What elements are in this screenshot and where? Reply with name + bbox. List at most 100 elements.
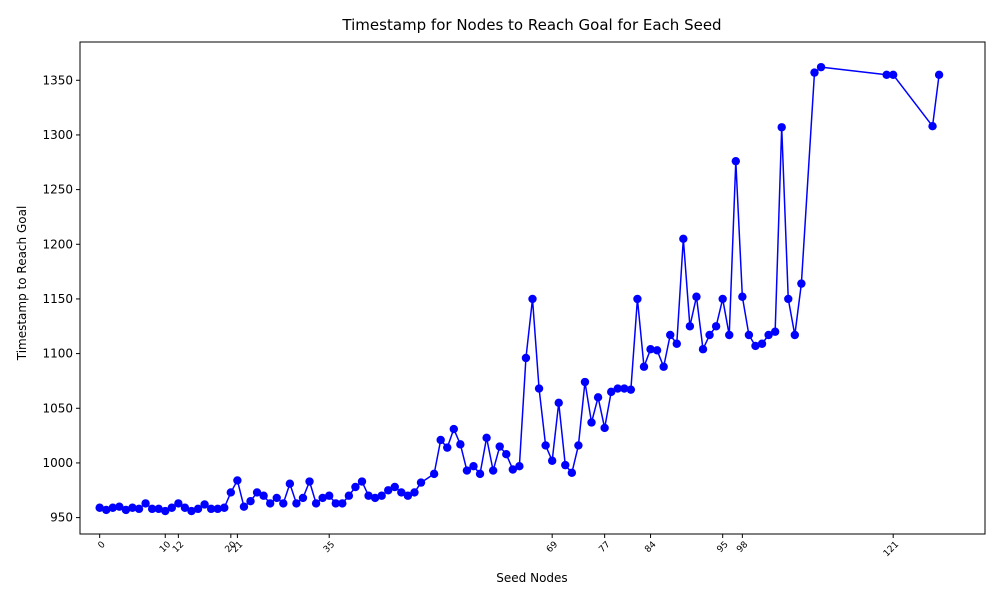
data-point-33 [311,499,321,508]
data-point-46 [397,488,406,497]
data-point-63 [515,462,524,471]
data-point-15 [193,504,203,514]
data-point-107 [810,68,819,77]
data-point-23 [246,497,255,506]
data-point-44 [384,486,393,495]
data-point-83 [646,345,655,354]
data-point-22 [239,502,249,511]
data-point-75 [593,393,603,402]
data-point-36 [331,499,340,508]
data-point-93 [711,322,721,331]
data-point-110 [888,70,898,80]
data-point-34 [318,493,327,503]
data-point-61 [502,449,511,459]
data-point-42 [370,493,380,503]
y-tick-label: 1000 [42,456,73,470]
data-point-76 [600,423,609,433]
data-point-105 [790,330,800,340]
data-point-64 [521,353,531,363]
data-point-95 [725,330,734,340]
y-tick-label: 1050 [42,401,73,415]
data-point-92 [705,330,714,340]
data-point-80 [626,385,636,394]
data-point-77 [607,387,616,397]
y-tick-label: 1250 [42,183,73,197]
data-point-20 [226,488,236,497]
data-point-91 [698,345,708,354]
data-point-53 [449,424,458,434]
data-point-10 [161,506,170,516]
data-point-78 [613,384,622,393]
data-point-29 [285,479,295,488]
data-point-14 [187,506,196,516]
data-point-59 [488,466,498,475]
data-point-38 [344,491,354,500]
data-point-84 [652,346,662,355]
data-point-67 [541,441,550,450]
series-layer [95,62,944,516]
data-point-48 [410,488,419,497]
data-point-7 [141,499,150,508]
data-point-21 [233,476,242,485]
y-axis-label: Timestamp to Reach Goal [15,206,29,362]
data-point-96 [731,156,740,166]
data-point-45 [390,482,399,492]
data-point-24 [252,488,262,497]
data-point-19 [220,503,229,512]
data-point-27 [272,493,281,503]
x-tick-label: 0 [96,540,107,551]
data-point-31 [298,493,308,503]
data-point-17 [206,504,216,514]
data-point-60 [495,442,504,451]
data-point-26 [265,499,275,508]
data-point-25 [259,491,268,500]
data-point-94 [718,294,727,304]
data-point-58 [482,433,491,442]
data-point-108 [816,62,826,72]
data-point-85 [659,362,668,371]
data-point-47 [403,491,413,500]
y-tick-label: 950 [50,511,73,525]
data-point-1 [102,505,111,515]
data-point-12 [174,499,183,508]
data-point-69 [554,398,563,407]
data-point-81 [633,294,642,304]
data-point-111 [928,121,937,131]
data-point-101 [764,330,773,340]
data-point-89 [685,322,695,331]
data-point-0 [95,503,104,512]
data-point-51 [436,435,445,445]
data-point-50 [429,469,439,479]
data-point-56 [469,462,478,471]
data-point-5 [128,503,137,512]
data-point-82 [639,362,649,371]
data-point-72 [574,441,583,450]
data-point-90 [692,292,701,301]
data-point-87 [672,339,681,348]
y-tick-label: 1200 [42,237,73,251]
data-point-30 [292,499,301,508]
data-point-62 [508,465,518,474]
data-point-57 [475,469,485,479]
data-point-13 [180,503,190,512]
data-point-79 [620,384,629,393]
data-point-9 [154,504,163,514]
data-point-68 [547,456,557,465]
data-point-37 [338,499,347,508]
data-point-11 [167,503,177,512]
data-point-102 [770,327,780,336]
data-point-8 [147,504,157,514]
data-point-3 [115,502,124,511]
data-point-99 [751,341,760,351]
data-point-4 [121,505,131,515]
data-point-74 [587,418,596,427]
data-point-73 [580,377,590,387]
y-tick-label: 1150 [42,292,73,306]
data-point-32 [305,477,314,486]
data-point-100 [757,339,767,348]
data-point-103 [777,123,786,132]
data-point-18 [213,504,222,514]
data-point-86 [666,330,675,340]
